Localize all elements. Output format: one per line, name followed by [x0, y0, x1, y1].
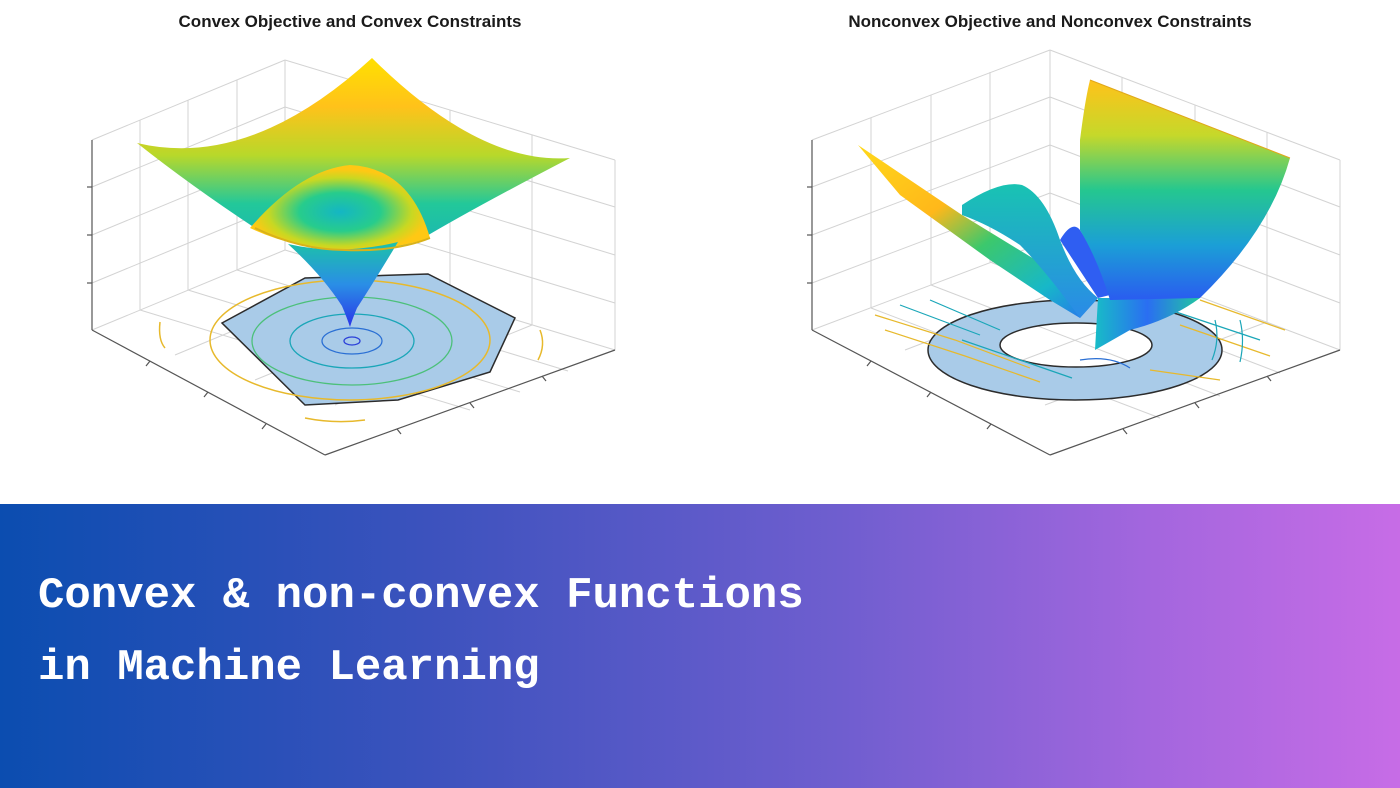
- convex-surface: [137, 58, 570, 327]
- figure-panel: Convex Objective and Convex Constraints: [0, 0, 1400, 504]
- nonconvex-plot-title: Nonconvex Objective and Nonconvex Constr…: [848, 12, 1252, 31]
- convex-plot-title: Convex Objective and Convex Constraints: [178, 12, 522, 31]
- headline-line-2: in Machine Learning: [38, 643, 540, 693]
- headline-line-1: Convex & non-convex Functions: [38, 571, 804, 621]
- axes: [87, 140, 616, 456]
- nonconvex-plot-graphic: [807, 49, 1341, 456]
- contour-lines: [874, 299, 1286, 383]
- axes: [807, 140, 1341, 456]
- convex-plot-graphic: [87, 58, 616, 456]
- nonconvex-surface: [858, 79, 1291, 350]
- title-banner: Convex & non-convex Functions in Machine…: [0, 504, 1400, 788]
- nonconvex-plot: Nonconvex Objective and Nonconvex Constr…: [700, 0, 1400, 504]
- headline: Convex & non-convex Functions in Machine…: [38, 560, 804, 704]
- convex-plot: Convex Objective and Convex Constraints: [0, 0, 700, 504]
- constraint-region: [220, 273, 516, 406]
- constraint-ring: [927, 299, 1223, 401]
